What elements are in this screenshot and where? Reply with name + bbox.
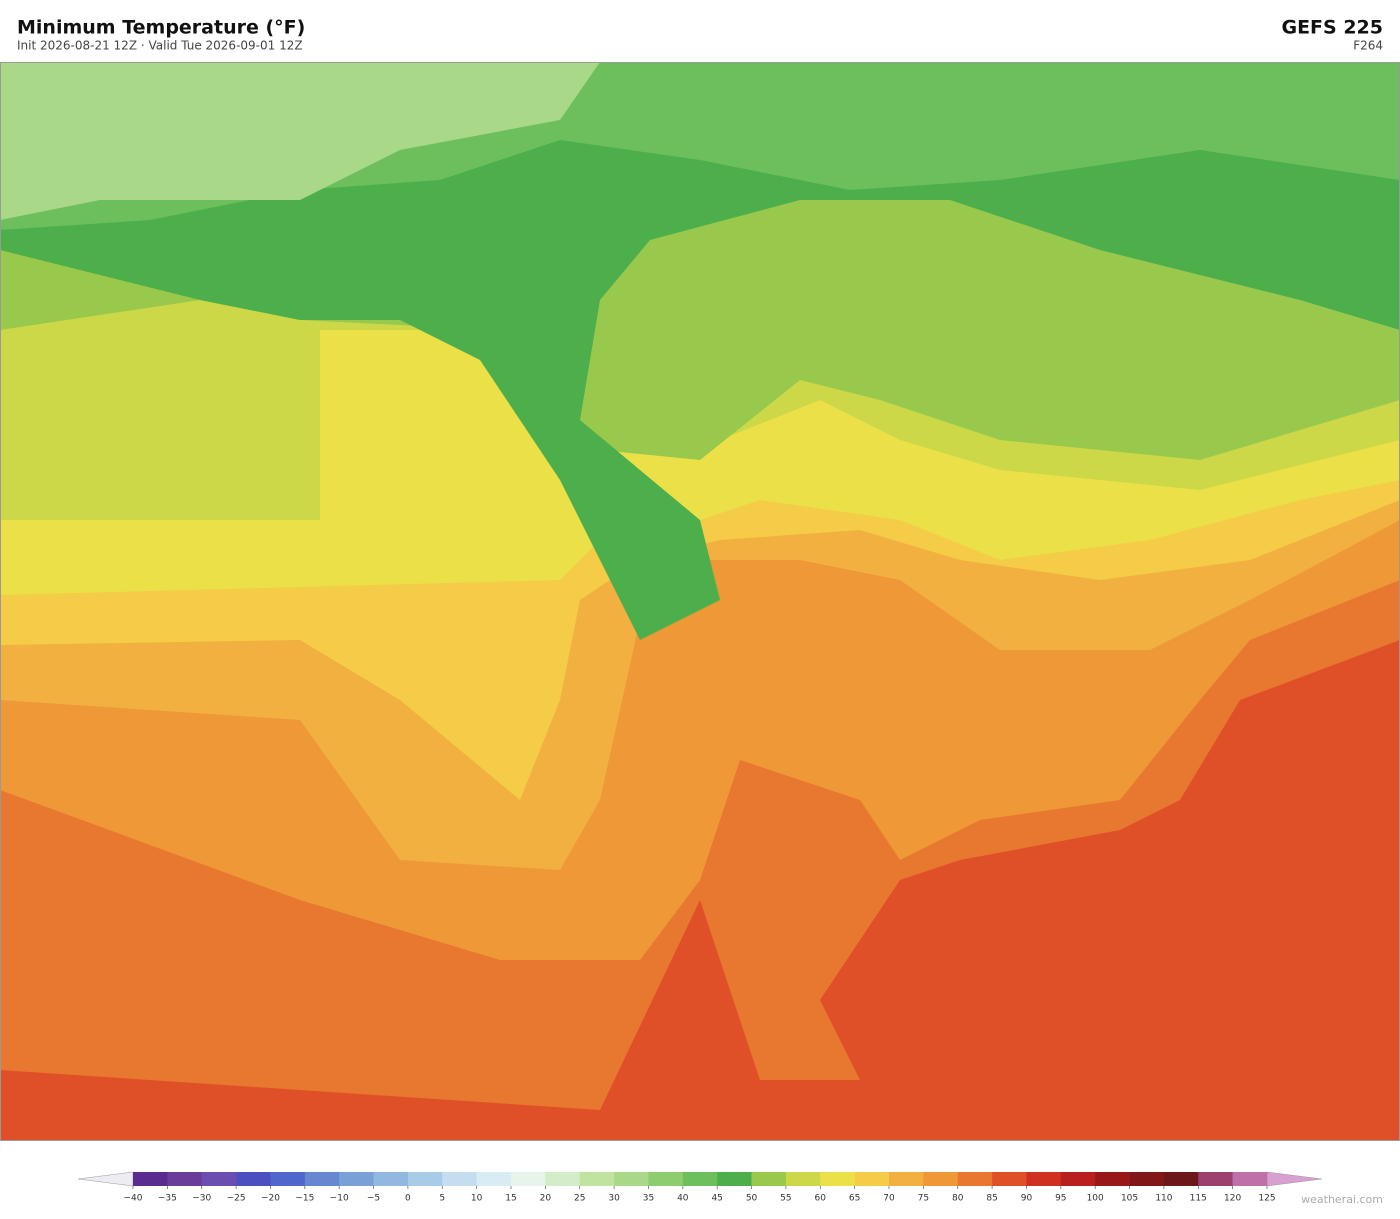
colorbar-bin	[1129, 1172, 1165, 1186]
colorbar-tick-label: 75	[918, 1194, 929, 1204]
colorbar-tick-label: −10	[330, 1194, 349, 1204]
colorbar-bin	[889, 1172, 924, 1186]
colorbar-bin	[579, 1172, 615, 1186]
colorbar-bin	[820, 1172, 855, 1186]
colorbar-bin	[511, 1172, 546, 1186]
colorbar-bin	[304, 1172, 340, 1186]
colorbar-bin	[407, 1172, 443, 1186]
colorbar-bin	[682, 1172, 718, 1186]
colorbar-tick-label: 120	[1224, 1194, 1241, 1204]
colorbar-tick-label: 115	[1190, 1194, 1207, 1204]
watermark: weatherai.com	[1301, 1193, 1383, 1206]
colorbar-over	[1266, 1171, 1323, 1187]
colorbar-bin	[1095, 1172, 1130, 1186]
colorbar-bin	[957, 1172, 993, 1186]
colorbar-tick-label: −15	[295, 1194, 314, 1204]
colorbar-tick-label: 70	[883, 1194, 895, 1204]
colorbar-bin	[236, 1172, 271, 1186]
colorbar-bin	[717, 1172, 752, 1186]
colorbar-bin	[270, 1172, 306, 1186]
map	[0, 62, 1400, 1141]
colorbar-tick-label: 45	[711, 1194, 722, 1204]
colorbar-tick-label: 15	[505, 1194, 516, 1204]
colorbar-tick-label: 30	[608, 1194, 620, 1204]
colorbar-bin	[133, 1172, 168, 1186]
colorbar-tick-label: 10	[471, 1194, 483, 1204]
colorbar-bin	[1232, 1172, 1268, 1186]
colorbar-tick-label: 50	[746, 1194, 758, 1204]
colorbar-bin	[648, 1172, 684, 1186]
colorbar-tick-label: 35	[643, 1194, 654, 1204]
temperature-field	[0, 62, 1400, 640]
colorbar-bin	[1198, 1172, 1233, 1186]
colorbar-tick-label: 95	[1055, 1194, 1066, 1204]
colorbar-tick-label: 125	[1258, 1194, 1275, 1204]
title: Minimum Temperature (°F)	[17, 17, 305, 39]
colorbar-bin	[476, 1172, 512, 1186]
colorbar-under	[77, 1171, 134, 1187]
colorbar-tick-label: −5	[367, 1194, 380, 1204]
colorbar-tick-label: 100	[1087, 1194, 1104, 1204]
colorbar-bin	[992, 1172, 1027, 1186]
colorbar-tick-label: 0	[405, 1194, 411, 1204]
colorbar-tick-label: 85	[986, 1194, 997, 1204]
colorbar-bin	[373, 1172, 409, 1186]
colorbar-bin	[167, 1172, 203, 1186]
colorbar-bin	[442, 1172, 477, 1186]
colorbar-tick-label: 110	[1155, 1194, 1172, 1204]
colorbar-bin	[923, 1172, 959, 1186]
colorbar-tick-label: −25	[227, 1194, 246, 1204]
colorbar-bin	[785, 1172, 821, 1186]
colorbar-bin	[614, 1172, 649, 1186]
colorbar: −40 −35 −30 −25 −20 −15 −10 −5 0 5 10 15 20 25 30 35 40 4…	[77, 1171, 1323, 1204]
colorbar-bin	[1060, 1172, 1096, 1186]
colorbar-tick-label: 60	[815, 1194, 827, 1204]
colorbar-tick-label: −35	[158, 1194, 177, 1204]
colorbar-tick-label: −20	[261, 1194, 280, 1204]
colorbar-tick-label: 25	[574, 1194, 585, 1204]
colorbar-bin	[1163, 1172, 1199, 1186]
colorbar-bin	[201, 1172, 237, 1186]
colorbar-bin	[751, 1172, 787, 1186]
model-label: GEFS 225	[1281, 17, 1383, 39]
forecast-hour: F264	[1353, 39, 1383, 53]
colorbar-tick-label: −30	[192, 1194, 211, 1204]
colorbar-bin	[1026, 1172, 1062, 1186]
colorbar-tick-label: 105	[1121, 1194, 1138, 1204]
colorbar-tick-label: 40	[677, 1194, 689, 1204]
subtitle: Init 2026-08-21 12Z · Valid Tue 2026-09-…	[17, 39, 303, 53]
colorbar-tick-label: 55	[780, 1194, 791, 1204]
temperature-field	[0, 62, 600, 220]
colorbar-tick-label: 90	[1021, 1194, 1033, 1204]
colorbar-tick-label: 65	[849, 1194, 860, 1204]
colorbar-bin	[339, 1172, 374, 1186]
colorbar-tick-label: 5	[439, 1194, 445, 1204]
colorbar-tick-label: 20	[540, 1194, 552, 1204]
colorbar-tick-label: −40	[124, 1194, 143, 1204]
colorbar-tick-label: 80	[952, 1194, 964, 1204]
colorbar-bin	[545, 1172, 581, 1186]
colorbar-bin	[854, 1172, 890, 1186]
